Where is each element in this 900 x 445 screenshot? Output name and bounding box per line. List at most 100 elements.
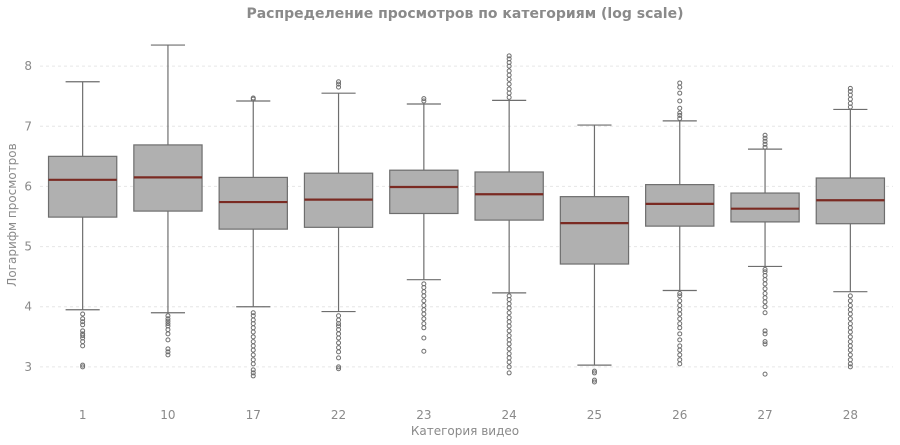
outlier-point [165, 331, 171, 337]
outlier-point [336, 331, 342, 337]
outlier-point [677, 361, 683, 367]
outlier-point [421, 325, 427, 331]
outlier-point [762, 135, 768, 141]
outlier-point [336, 355, 342, 361]
iqr-box [474, 171, 544, 221]
outlier-point [762, 331, 768, 337]
outlier-point [762, 291, 768, 297]
outlier-point [762, 144, 768, 150]
outlier-point [421, 289, 427, 295]
outlier-point [165, 321, 171, 327]
outlier-point [762, 304, 768, 310]
outlier-point [506, 94, 512, 100]
outlier-point [421, 303, 427, 309]
outlier-point [336, 349, 342, 355]
outlier-point [506, 359, 512, 365]
outlier-point [506, 355, 512, 361]
outlier-point [677, 303, 683, 309]
iqr-box [47, 155, 118, 218]
outlier-point [677, 98, 683, 104]
outlier-point [336, 323, 342, 329]
outlier-point [762, 371, 768, 377]
outlier-point [336, 345, 342, 351]
outlier-point [421, 321, 427, 327]
outlier-point [506, 90, 512, 96]
outlier-point [336, 364, 342, 370]
outlier-point [677, 343, 683, 349]
outlier-point [847, 364, 853, 370]
box-group-26 [645, 80, 715, 367]
box-group-25 [559, 124, 630, 385]
outlier-point [165, 349, 171, 355]
x-tick-label: 24 [502, 408, 517, 422]
outlier-point [847, 325, 853, 331]
outlier-point [677, 84, 683, 90]
outlier-point [250, 352, 256, 358]
outlier-point [250, 339, 256, 345]
outlier-point [847, 88, 853, 94]
outlier-point [421, 281, 427, 287]
outlier-point [250, 310, 256, 316]
x-tick-label: 26 [672, 408, 687, 422]
outlier-point [762, 299, 768, 305]
outlier-point [847, 321, 853, 327]
outlier-point [250, 334, 256, 340]
outlier-point [250, 343, 256, 349]
outlier-point [847, 357, 853, 363]
outlier-point [762, 269, 768, 275]
outlier-point [506, 337, 512, 343]
outlier-point [506, 81, 512, 87]
outlier-point [506, 341, 512, 347]
outlier-point [762, 141, 768, 147]
outlier-point [677, 311, 683, 317]
outlier-point [847, 316, 853, 322]
outlier-point [847, 339, 853, 345]
outlier-point [847, 298, 853, 304]
outlier-point [336, 84, 342, 90]
x-tick-label: 28 [843, 408, 858, 422]
outlier-point [677, 325, 683, 331]
outlier-point [336, 335, 342, 341]
box-group-23 [389, 96, 459, 354]
outlier-point [250, 325, 256, 331]
outlier-point [421, 293, 427, 299]
x-tick-label: 1 [79, 408, 87, 422]
outlier-point [250, 313, 256, 319]
outlier-point [762, 295, 768, 301]
outlier-point [677, 357, 683, 363]
outlier-point [165, 318, 171, 324]
outlier-point [421, 311, 427, 317]
box-group-17 [218, 95, 288, 379]
box-group-1 [47, 81, 118, 370]
outlier-point [421, 335, 427, 341]
outlier-point [421, 316, 427, 322]
outlier-point [80, 311, 86, 317]
outlier-point [336, 366, 342, 372]
outlier-point [762, 286, 768, 292]
y-tick-label: 8 [24, 59, 32, 73]
outlier-point [591, 368, 597, 374]
outlier-point [677, 321, 683, 327]
iqr-box [730, 192, 800, 223]
y-axis-label: Логарифм просмотров [5, 143, 19, 286]
outlier-point [336, 79, 342, 85]
outlier-point [250, 347, 256, 353]
outlier-point [762, 341, 768, 347]
outlier-point [677, 307, 683, 313]
iqr-box [389, 169, 459, 215]
outlier-point [677, 110, 683, 116]
outlier-point [421, 96, 427, 102]
outlier-point [165, 346, 171, 352]
outlier-point [677, 291, 683, 297]
x-axis-label: Категория видео [411, 424, 519, 438]
outlier-point [336, 81, 342, 87]
outlier-point [677, 112, 683, 118]
outlier-point [80, 362, 86, 368]
outlier-point [506, 293, 512, 299]
outlier-point [847, 311, 853, 317]
outlier-point [250, 367, 256, 373]
y-tick-label: 3 [24, 360, 32, 374]
outlier-point [250, 370, 256, 376]
outlier-point [336, 313, 342, 319]
